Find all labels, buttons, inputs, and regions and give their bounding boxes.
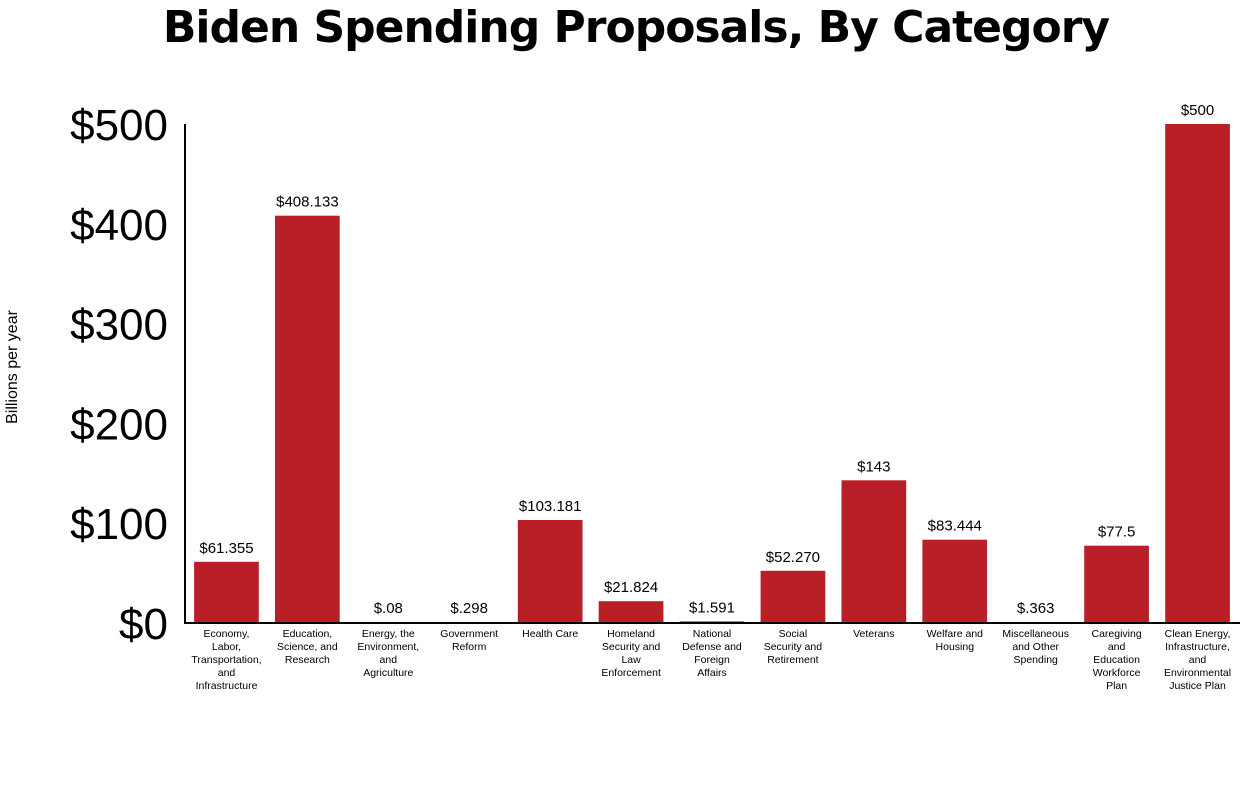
data-label: $.08 <box>374 600 403 617</box>
category-label: Spending <box>1014 654 1059 666</box>
bar <box>194 561 259 623</box>
category-label: Security and <box>764 641 823 653</box>
category-label: and <box>1108 641 1126 653</box>
y-tick-label: $100 <box>70 500 168 549</box>
data-labels: $61.355 $408.133 $.08 $.298 $103.181 $21.824 $… <box>199 102 1214 617</box>
category-label: Law <box>621 654 641 666</box>
category-label: Miscellaneous <box>1002 628 1069 640</box>
category-label: and <box>380 654 398 666</box>
category-labels: Economy,Labor,Transportation,andInfrastr… <box>191 628 1231 692</box>
y-tick-label: $0 <box>119 600 168 649</box>
category-label: Welfare and <box>927 628 984 640</box>
data-label: $103.181 <box>519 498 582 515</box>
category-label: and <box>1189 654 1207 666</box>
data-label: $500 <box>1181 102 1214 119</box>
category-label: Education <box>1093 654 1140 666</box>
data-label: $143 <box>857 458 890 475</box>
category-label: Retirement <box>767 654 818 666</box>
chart-title: Biden Spending Proposals, By Category <box>162 2 1110 53</box>
category-label: Transportation, <box>191 654 261 666</box>
bar <box>1165 124 1230 623</box>
category-label: Health Care <box>522 628 578 640</box>
category-label: Affairs <box>697 667 727 679</box>
category-label: Foreign <box>694 654 730 666</box>
category-label: Justice Plan <box>1169 680 1226 692</box>
data-label: $83.444 <box>928 518 982 535</box>
y-tick-label: $200 <box>70 400 168 449</box>
bar <box>760 570 826 623</box>
y-axis-label: Billions per year <box>4 309 21 424</box>
category-label: Clean Energy, <box>1165 628 1231 640</box>
category-label: National <box>693 628 732 640</box>
category-label: Labor, <box>212 641 241 653</box>
category-label: Homeland <box>607 628 655 640</box>
data-label: $408.133 <box>276 194 339 211</box>
category-label: Environmental <box>1164 667 1231 679</box>
category-label: and <box>218 667 236 679</box>
data-label: $.363 <box>1017 600 1055 617</box>
y-tick-label: $500 <box>70 101 168 150</box>
data-label: $1.591 <box>689 599 735 616</box>
data-label: $77.5 <box>1098 524 1136 541</box>
y-tick-label: $300 <box>70 301 168 350</box>
category-label: Defense and <box>682 641 742 653</box>
category-label: Energy, the <box>362 628 415 640</box>
y-tick-label: $400 <box>70 201 168 250</box>
category-label: Environment, <box>357 641 419 653</box>
category-label: Security and <box>602 641 661 653</box>
category-label: Enforcement <box>601 667 661 679</box>
bar <box>275 215 340 623</box>
data-label: $.298 <box>450 600 488 617</box>
category-label: Infrastructure, <box>1165 641 1230 653</box>
data-label: $21.824 <box>604 579 658 596</box>
category-label: Housing <box>936 641 975 653</box>
bar <box>598 601 664 623</box>
bar <box>1084 545 1149 623</box>
bars <box>194 124 1230 623</box>
category-label: Government <box>440 628 498 640</box>
category-label: Education, <box>283 628 333 640</box>
category-label: Science, and <box>277 641 338 653</box>
category-label: Economy, <box>204 628 250 640</box>
data-label: $61.355 <box>199 540 253 557</box>
category-label: Caregiving <box>1091 628 1141 640</box>
data-label: $52.270 <box>766 549 820 566</box>
category-label: Reform <box>452 641 487 653</box>
category-label: Workforce <box>1093 667 1141 679</box>
category-label: Research <box>285 654 330 666</box>
category-label: Agriculture <box>363 667 413 679</box>
category-label: Plan <box>1106 680 1127 692</box>
category-label: Veterans <box>853 628 894 640</box>
bar <box>517 520 583 623</box>
bar <box>841 480 907 623</box>
category-label: Social <box>779 628 808 640</box>
bar <box>922 539 988 623</box>
y-tick-labels: $0 $100 $200 $300 $400 $500 <box>70 101 168 649</box>
category-label: Infrastructure <box>196 680 258 692</box>
category-label: and Other <box>1012 641 1059 653</box>
